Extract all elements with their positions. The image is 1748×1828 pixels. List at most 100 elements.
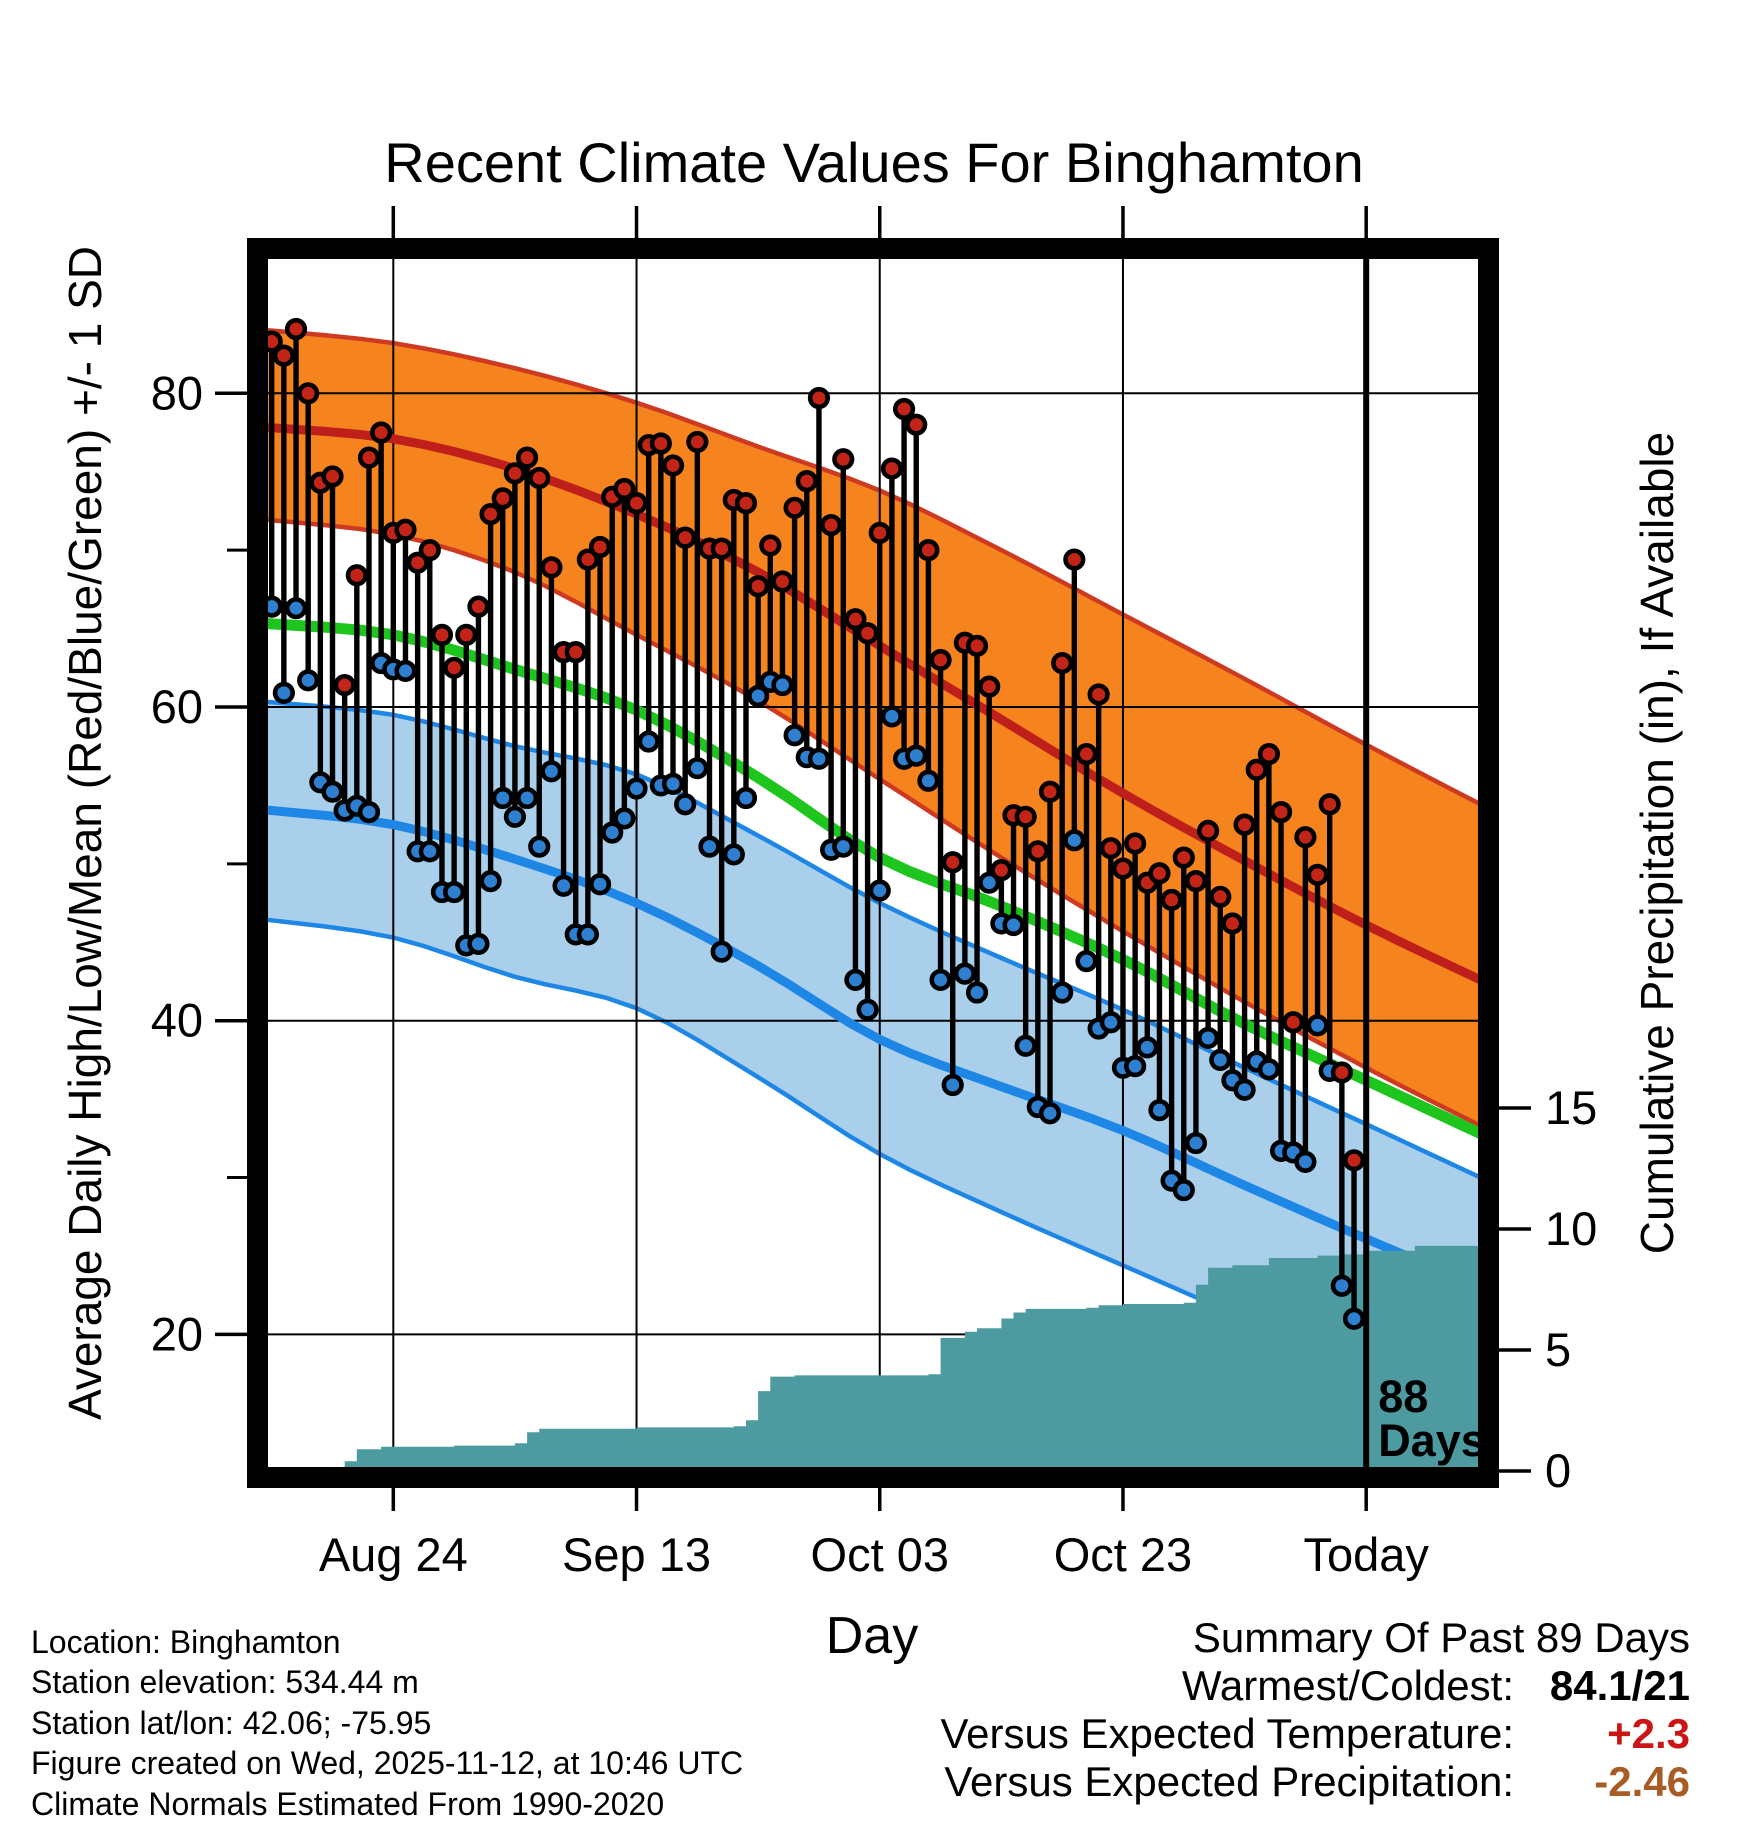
y-right-tick-label: 15 [1545,1081,1597,1134]
high-dot [528,466,551,490]
high-dot [844,608,867,631]
high-dot [978,675,1001,698]
high-dot [455,623,478,646]
low-dot [771,673,794,697]
summary-block: Summary Of Past 89 Days Warmest/Coldest:… [940,1614,1690,1806]
summary-row-warmest-coldest: Warmest/Coldest: 84.1/21 [940,1662,1690,1710]
low-dot [1063,829,1086,852]
high-dot [394,518,417,541]
high-temp-sd-band [268,330,1478,1125]
summary-value: -2.46 [1594,1758,1690,1805]
high-dot [613,477,636,501]
low-dot [394,659,417,683]
high-dot [430,623,454,646]
high-dot [576,548,599,571]
low-dot [284,597,308,620]
low-dot [1342,1307,1366,1330]
low-dot [1184,1131,1208,1155]
summary-row-vs-precipitation: Versus Expected Precipitation: -2.46 [940,1758,1690,1806]
high-dot [929,648,952,672]
high-dot [783,496,806,519]
high-dot [1196,819,1220,843]
high-dot [747,575,770,598]
low-dot [443,880,466,904]
low-dot [965,981,989,1004]
high-dot [1087,683,1110,706]
high-dot [503,462,527,485]
low-dot [637,730,660,753]
low-dot [868,879,891,902]
low-dot [540,760,563,783]
y-left-tick-label: 80 [151,366,203,419]
high-dot [406,551,429,574]
low-dot [1209,1048,1232,1072]
low-dot [783,724,806,747]
low-dot [552,874,575,897]
low-dot [1124,1055,1147,1078]
high-dot [564,641,587,664]
low-dot [661,772,685,795]
high-dot [807,386,831,410]
summary-label: Warmest/Coldest: [1181,1662,1514,1709]
station-latlon: Station lat/lon: 42.06; -75.95 [31,1704,432,1741]
low-dot [1330,1274,1353,1297]
y-left-tick-label: 60 [151,680,203,733]
high-dot [1294,826,1317,849]
daily-stems [269,328,1357,1319]
low-dot [953,962,976,985]
low-dot [1075,949,1098,973]
precip-area [344,1243,1478,1467]
high-dot [1330,1061,1353,1084]
high-dot [272,344,295,367]
y-right-tick-label: 0 [1545,1444,1571,1497]
low-dot [978,871,1001,894]
high-dot [868,521,891,544]
y-left-tick-label: 20 [151,1307,203,1360]
low-dot [272,681,295,704]
y-right-tick-label: 10 [1545,1202,1597,1255]
low-dot [1051,981,1074,1004]
high-dot [1306,863,1329,886]
low-dot [418,840,441,863]
low-dot [467,932,490,955]
high-dot [1111,857,1135,880]
summary-row-vs-temperature: Versus Expected Temperature: +2.3 [940,1710,1690,1758]
high-dot [759,534,782,557]
low-dot [929,968,952,992]
low-dot [844,968,867,992]
chart-title: Recent Climate Values For Binghamton [384,131,1364,194]
high-dot [1038,780,1062,803]
low-dot [880,705,904,728]
daily-dots [260,317,1366,1330]
low-dot [321,780,344,803]
summary-label: Versus Expected Precipitation: [944,1758,1514,1805]
high-dot [820,513,843,537]
high-dot [1172,846,1195,869]
low-dot [807,747,831,770]
summary-title: Summary Of Past 89 Days [1192,1614,1690,1661]
high-dot [1075,742,1098,766]
x-tick-label: Today [1303,1528,1429,1581]
high-dot [540,556,563,579]
low-dot [479,870,502,893]
high-dot [990,859,1013,882]
low-dot [1002,913,1025,937]
y-left-tick-label: 40 [151,994,203,1047]
low-dot [297,669,320,692]
high-dot [1063,548,1086,571]
low-dot [491,786,514,810]
high-dot [880,457,904,480]
x-tick-label: Sep 13 [562,1528,711,1581]
low-dot [1294,1150,1317,1173]
low-dot [941,1073,964,1097]
high-dot [333,673,356,697]
high-dot [321,465,344,488]
high-dot [965,634,989,657]
high-dot [1257,742,1281,766]
high-dot [418,539,441,562]
high-dot [625,491,648,515]
climate-normals-note: Climate Normals Estimated From 1990-2020 [31,1785,665,1822]
high-dot [1269,800,1293,824]
